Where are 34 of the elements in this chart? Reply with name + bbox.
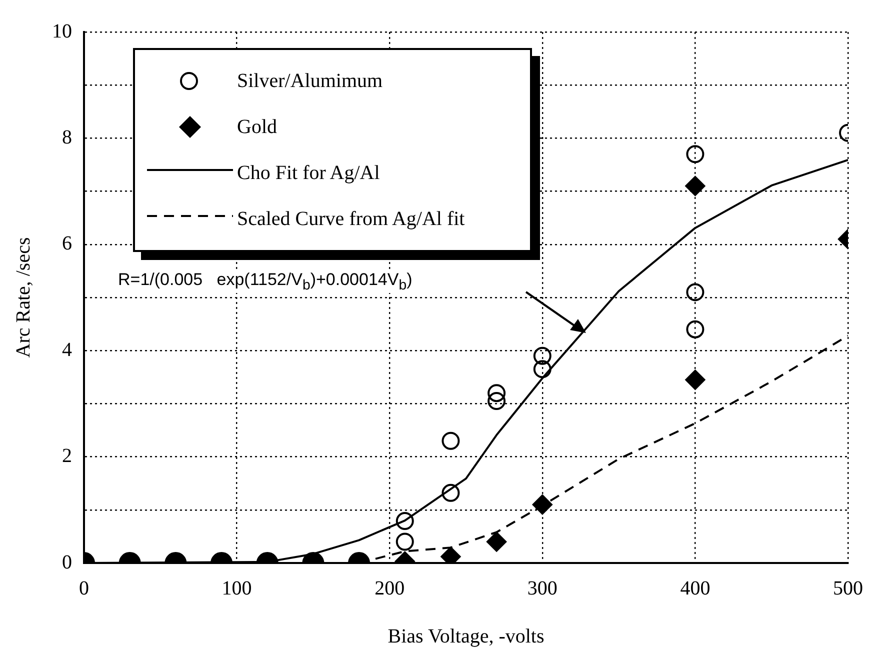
point xyxy=(685,370,706,390)
point xyxy=(486,532,507,552)
legend-label: Scaled Curve from Ag/Al fit xyxy=(237,208,465,230)
point xyxy=(396,532,414,551)
point xyxy=(488,392,506,410)
legend-label: Cho Fit for Ag/Al xyxy=(237,162,380,184)
x-tick-label: 400 xyxy=(680,577,710,600)
x-tick-label: 0 xyxy=(79,577,89,600)
x-tick-label: 100 xyxy=(222,577,252,600)
y-tick-label: 0 xyxy=(62,551,72,574)
legend-label: Gold xyxy=(237,116,277,138)
x-tick-label: 300 xyxy=(527,577,558,600)
point xyxy=(686,145,704,164)
y-tick-label: 4 xyxy=(62,338,72,361)
point xyxy=(533,360,552,378)
point xyxy=(532,494,552,515)
legend-label: Silver/Alumimum xyxy=(237,70,383,92)
point xyxy=(533,346,552,365)
y-tick-label: 6 xyxy=(62,232,72,255)
point xyxy=(396,512,414,530)
annotation: R=1/(0.005 exp(1152/V$_{b}$)+0.00014V$_{b}$) xyxy=(116,270,414,294)
y-tick-label: 10 xyxy=(52,20,72,42)
point xyxy=(686,320,704,338)
point xyxy=(442,484,460,502)
x-tick-label: 200 xyxy=(374,577,405,600)
x-tick-label: 500 xyxy=(833,577,863,600)
point xyxy=(488,384,506,402)
y-axis-title: Arc Rate, /secs xyxy=(12,237,34,358)
x-axis-title: Bias Voltage, -volts xyxy=(388,625,544,648)
point xyxy=(442,432,460,450)
y-tick-label: 8 xyxy=(62,126,72,148)
point xyxy=(685,176,706,196)
point xyxy=(686,283,704,302)
y-tick-label: 2 xyxy=(62,445,72,468)
